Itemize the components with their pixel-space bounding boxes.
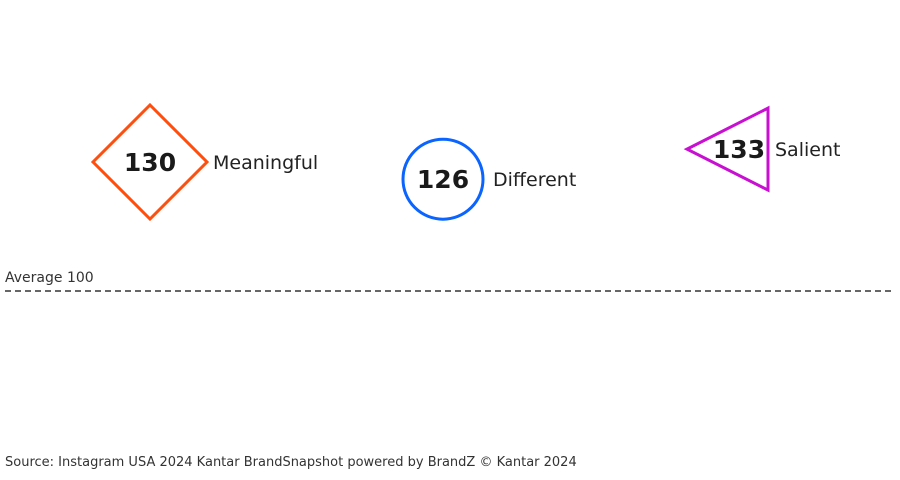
marker-different: 126 Different [401, 137, 576, 221]
value-label: 133 [713, 135, 765, 164]
value-label: 130 [124, 148, 176, 177]
series-label: Meaningful [213, 152, 318, 174]
marker-salient: 133 Salient [683, 105, 840, 193]
series-label: Different [493, 169, 576, 191]
series-label: Salient [775, 139, 840, 161]
average-label: Average 100 [5, 270, 94, 286]
value-label: 126 [417, 165, 469, 194]
source-note: Source: Instagram USA 2024 Kantar BrandS… [5, 455, 577, 470]
marker-meaningful: 130 Meaningful [90, 102, 318, 222]
circle-marker [401, 137, 485, 221]
triangle-marker [683, 105, 770, 193]
diamond-marker [90, 102, 210, 222]
